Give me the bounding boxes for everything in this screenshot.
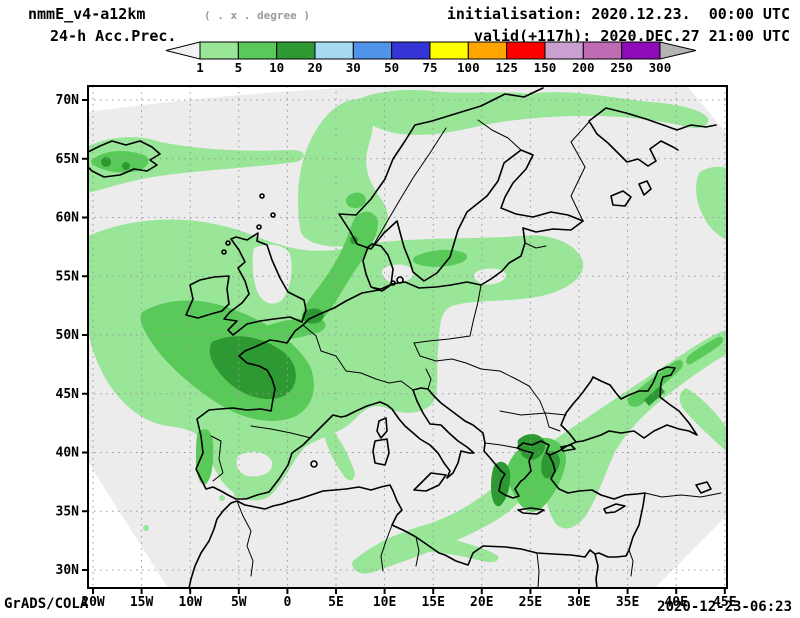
precip-colorbar: 1 5 10 20 30 50 75 100 125 150 200 250 300 (165, 41, 697, 75)
colorbar-tick-label: 150 (534, 60, 557, 75)
lat-tick-label: 55N (56, 269, 80, 284)
graticule-gridlines (88, 86, 727, 588)
colorbar-tick-label: 200 (572, 60, 595, 75)
colorbar-tick-label: 300 (649, 60, 672, 75)
lat-tick-label: 65N (56, 152, 80, 167)
lat-tick-label: 45N (56, 387, 80, 402)
axis-ticks-and-labels: 20W 15W 10W 5W 0 5E 10E 15E 20E 25E 30E 35E 40E 45E 70… (56, 93, 737, 610)
product-title: 24-h Acc.Prec. (50, 27, 177, 45)
lat-tick-label: 70N (56, 93, 80, 108)
colorbar-tick-label: 10 (269, 60, 284, 75)
lon-tick-label: 25E (519, 595, 542, 610)
colorbar-tick-label: 30 (346, 60, 361, 75)
lon-tick-label: 45E (713, 595, 736, 610)
lon-tick-label: 10W (178, 595, 202, 610)
lon-tick-label: 40E (664, 595, 687, 610)
lon-tick-label: 0 (283, 595, 291, 610)
colorbar-tick-label: 1 (196, 60, 204, 75)
colorbar-tick-label: 20 (307, 60, 322, 75)
lon-tick-label: 5W (231, 595, 247, 610)
country-borders-layer (210, 119, 722, 588)
precip-gap-patches (236, 244, 506, 477)
colorbar-tick-label: 250 (610, 60, 633, 75)
model-title: nmmE_v4-a12km (28, 5, 146, 23)
lat-tick-label: 40N (56, 446, 80, 461)
lon-tick-label: 5E (328, 595, 344, 610)
lon-tick-label: 20W (81, 595, 105, 610)
grads-credit: GrADS/COLA (4, 596, 89, 612)
lon-tick-label: 35E (616, 595, 639, 610)
colorbar-tick-label: 50 (384, 60, 399, 75)
creation-timestamp: 2020-12-23-06:23 (657, 599, 792, 615)
lon-tick-label: 15E (421, 595, 444, 610)
lat-tick-label: 50N (56, 328, 80, 343)
coastlines-layer (88, 87, 717, 588)
colorbar-tick-label: 125 (495, 60, 518, 75)
lat-tick-label: 30N (56, 563, 80, 578)
lat-tick-label: 35N (56, 504, 80, 519)
lat-tick-label: 60N (56, 211, 80, 226)
resolution-note: ( . x . degree ) (204, 9, 310, 22)
colorbar-tick-label: 75 (422, 60, 437, 75)
colorbar-tick-label: 5 (235, 60, 243, 75)
initialisation-label: initialisation: 2020.12.23. 00:00 UTC (446, 5, 790, 23)
valid-time-label: valid(+117h): 2020.DEC.27 21:00 UTC (473, 27, 790, 45)
plot-border (87, 85, 728, 589)
lon-tick-label: 15W (130, 595, 154, 610)
lon-tick-label: 30E (567, 595, 590, 610)
lon-tick-label: 10E (373, 595, 396, 610)
colorbar-tick-label: 100 (457, 60, 480, 75)
lon-tick-label: 20E (470, 595, 493, 610)
colorbar-above-arrow (659, 41, 697, 60)
